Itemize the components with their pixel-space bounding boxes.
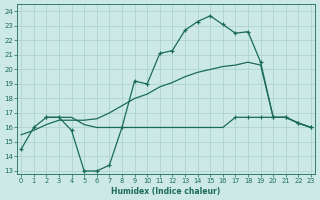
X-axis label: Humidex (Indice chaleur): Humidex (Indice chaleur) [111, 187, 221, 196]
